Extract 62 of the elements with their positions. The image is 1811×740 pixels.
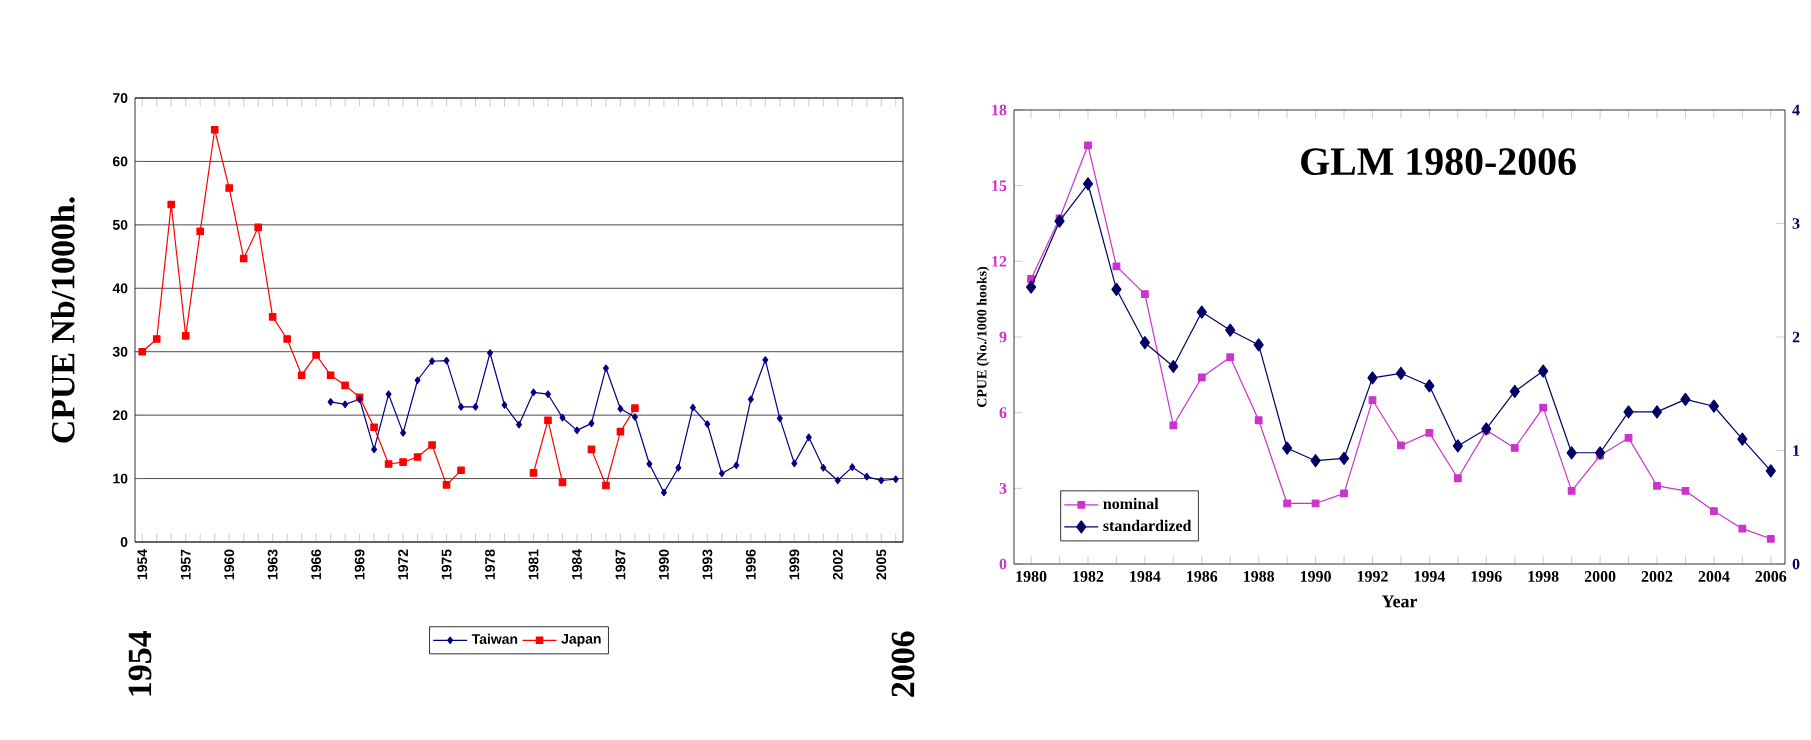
x-tick-label: 1984	[572, 549, 582, 580]
x-tick-label: 1988	[1244, 571, 1275, 582]
x-tick-label: 1960	[224, 549, 235, 580]
x-tick-label: 2005	[876, 549, 887, 580]
y-tick-label: 30	[112, 346, 128, 357]
x-tick-label: 2000	[1584, 571, 1616, 582]
x-tick-label: 1978	[485, 549, 495, 580]
x-tick-label: 1954	[137, 549, 148, 580]
y-tick-label: 60	[112, 156, 128, 167]
legend-label: Taiwan	[471, 633, 518, 644]
y-axis-title: CPUE Nb/1000h.	[50, 197, 75, 443]
x-axis-title: Year	[1381, 595, 1418, 608]
y-tick-label: 20	[112, 410, 128, 421]
text: 1954	[128, 631, 152, 696]
x-tick-label: 1975	[441, 549, 452, 580]
y-tick-label: 18	[992, 104, 1007, 116]
y-tick-label: 70	[113, 93, 128, 103]
legend-label: standardized	[1103, 519, 1192, 532]
y-axis-title: CPUE (No./1000 hooks)	[976, 266, 990, 408]
y-tick-label: 0	[999, 558, 1007, 570]
x-tick-label: 2004	[1698, 571, 1730, 582]
x-tick-label: 1990	[1300, 571, 1331, 582]
x-tick-label: 1963	[267, 549, 278, 580]
x-tick-label: 1986	[1187, 571, 1218, 582]
y-tick-label: 3	[999, 482, 1007, 494]
x-tick-label: 1987	[615, 549, 626, 580]
x-tick-label: 1998	[1528, 571, 1559, 582]
x-tick-label: 2002	[1641, 571, 1673, 582]
x-tick-label: 1996	[1471, 571, 1502, 582]
x-tick-label: 1969	[354, 549, 365, 580]
x-tick-label: 2002	[832, 549, 843, 580]
y2-tick-label: 2	[1792, 331, 1800, 343]
x-tick-label: 1966	[311, 549, 322, 580]
x-tick-label: 1984	[1130, 571, 1161, 582]
y2-tick-label: 4	[1792, 104, 1800, 116]
text: 2006	[891, 631, 915, 697]
y-tick-label: 10	[113, 473, 128, 484]
y-tick-label: 40	[112, 283, 128, 294]
y-tick-label: 9	[999, 331, 1007, 343]
x-tick-label: 1996	[745, 549, 756, 580]
y-tick-label: 12	[992, 256, 1007, 267]
x-tick-label: 1993	[702, 549, 713, 580]
y2-tick-label: 0	[1792, 558, 1800, 570]
text: GLM 1980-2006	[1301, 148, 1576, 176]
x-tick-label: 1992	[1357, 571, 1388, 582]
legend-label: Japan	[561, 634, 601, 647]
legend-label: nominal	[1103, 497, 1159, 510]
y-tick-label: 50	[112, 219, 128, 230]
x-tick-label: 1990	[658, 549, 669, 580]
x-tick-label: 1957	[180, 549, 191, 580]
x-tick-label: 1999	[789, 549, 800, 580]
x-tick-label: 1972	[398, 549, 408, 580]
x-tick-label: 1982	[1073, 571, 1104, 582]
x-tick-label: 1981	[528, 549, 539, 580]
x-tick-label: 1994	[1414, 571, 1446, 582]
y-tick-label: 0	[120, 537, 128, 547]
y-tick-label: 15	[992, 180, 1007, 191]
y2-tick-label: 1	[1793, 445, 1800, 456]
y2-tick-label: 3	[1792, 218, 1800, 229]
x-tick-label: 1980	[1016, 571, 1047, 582]
x-tick-label: 2006	[1755, 571, 1787, 582]
y-tick-label: 6	[999, 407, 1007, 419]
